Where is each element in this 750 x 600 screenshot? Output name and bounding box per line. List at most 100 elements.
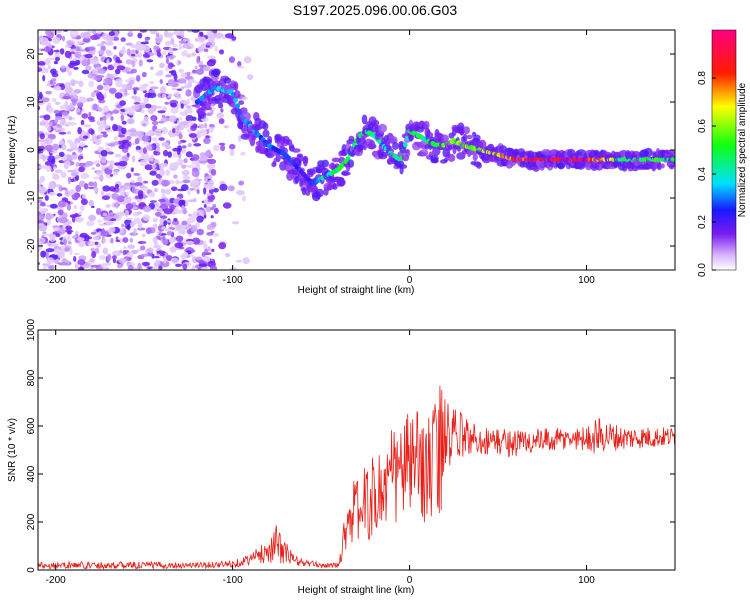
- heatmap-cell: [73, 204, 78, 210]
- y-tick-label: -20: [26, 238, 37, 253]
- heatmap-cell: [130, 179, 135, 184]
- heatmap-cell: [130, 53, 136, 57]
- y-tick-label: 20: [26, 48, 37, 60]
- heatmap-cell: [275, 152, 281, 163]
- heatmap-cell: [177, 122, 185, 131]
- heatmap-cell: [357, 144, 365, 151]
- heatmap-cell: [173, 73, 178, 81]
- heatmap-cell: [155, 259, 161, 266]
- heatmap-cell: [189, 188, 195, 191]
- heatmap-cell: [38, 139, 46, 143]
- heatmap-cell: [123, 246, 127, 249]
- heatmap-cell: [185, 45, 192, 50]
- heatmap-cell: [207, 179, 215, 187]
- heatmap-cell: [124, 142, 130, 150]
- heatmap-cell: [169, 162, 177, 168]
- heatmap-cell: [107, 151, 114, 155]
- heatmap-cell: [174, 242, 184, 249]
- heatmap-cell: [368, 139, 376, 150]
- heatmap-cell: [38, 204, 41, 210]
- heatmap-cell: [75, 184, 82, 193]
- heatmap-cell: [243, 56, 252, 64]
- heatmap-cell: [78, 240, 86, 248]
- heatmap-cell: [191, 154, 200, 161]
- heatmap-cell: [136, 211, 142, 215]
- heatmap-cell: [44, 144, 54, 151]
- heatmap-cell: [476, 162, 482, 169]
- heatmap-cell: [90, 232, 97, 235]
- heatmap-cell: [332, 183, 338, 190]
- heatmap-cell: [202, 255, 211, 262]
- heatmap-cell: [101, 195, 111, 200]
- heatmap-cell: [133, 228, 137, 236]
- spectrogram-heatmap: [38, 30, 675, 270]
- heatmap-cell: [38, 47, 42, 51]
- heatmap-cell: [67, 169, 76, 173]
- heatmap-cell: [38, 165, 47, 170]
- heatmap-cell: [398, 164, 408, 170]
- heatmap-cell: [57, 251, 65, 259]
- heatmap-cell: [69, 30, 79, 38]
- heatmap-cell: [94, 139, 101, 146]
- heatmap-cell: [52, 36, 61, 44]
- heatmap-cell: [107, 143, 115, 147]
- heatmap-cell: [100, 131, 107, 134]
- heatmap-cell: [67, 131, 71, 135]
- heatmap-cell: [84, 53, 93, 59]
- heatmap-cell: [153, 151, 161, 156]
- heatmap-cell: [40, 202, 46, 207]
- heatmap-cell: [163, 150, 169, 157]
- heatmap-cell: [128, 30, 133, 35]
- heatmap-cell: [177, 150, 181, 155]
- heatmap-cell: [52, 143, 60, 151]
- heatmap-cell: [112, 172, 119, 176]
- heatmap-cell: [118, 238, 124, 244]
- heatmap-cell: [657, 162, 662, 171]
- heatmap-cell: [399, 167, 404, 175]
- heatmap-cell: [153, 256, 160, 259]
- heatmap-cell: [428, 132, 434, 139]
- heatmap-cell: [187, 30, 192, 33]
- heatmap-cell: [123, 196, 132, 204]
- heatmap-cell: [405, 149, 411, 157]
- heatmap-cell: [112, 123, 118, 132]
- y-tick-label: 0: [26, 147, 37, 153]
- heatmap-cell: [44, 160, 53, 167]
- heatmap-cell: [88, 80, 95, 88]
- y-tick-label: 200: [26, 513, 37, 530]
- heatmap-cell: [68, 241, 72, 245]
- heatmap-cell: [48, 215, 53, 220]
- heatmap-cell: [105, 204, 111, 208]
- heatmap-cell: [129, 237, 134, 243]
- heatmap-cell: [193, 143, 202, 147]
- heatmap-cell: [168, 47, 173, 52]
- heatmap-cell: [102, 212, 107, 217]
- heatmap-cell: [430, 154, 439, 163]
- heatmap-cell: [70, 79, 75, 84]
- heatmap-cell: [100, 149, 108, 157]
- heatmap-cell: [118, 144, 126, 150]
- heatmap-cell: [161, 114, 166, 119]
- heatmap-cell: [49, 57, 56, 61]
- heatmap-cell: [164, 239, 169, 245]
- heatmap-cell: [56, 30, 62, 33]
- heatmap-cell: [181, 164, 187, 169]
- heatmap-cell: [107, 164, 114, 170]
- heatmap-cell: [124, 182, 131, 187]
- heatmap-cell: [185, 89, 192, 97]
- heatmap-cell: [99, 174, 104, 182]
- heatmap-cell: [42, 75, 46, 82]
- heatmap-cell: [185, 84, 191, 88]
- heatmap-cell: [95, 208, 102, 215]
- heatmap-cell: [218, 242, 227, 250]
- colorbar-tick-label: 0.6: [697, 119, 708, 133]
- heatmap-cell: [101, 262, 107, 269]
- heatmap-cell: [348, 135, 355, 142]
- heatmap-cell: [141, 233, 146, 238]
- heatmap-cell: [218, 49, 225, 55]
- heatmap-cell: [42, 263, 51, 266]
- heatmap-cell: [109, 226, 116, 233]
- heatmap-cell: [164, 101, 169, 105]
- heatmap-cell: [175, 235, 184, 242]
